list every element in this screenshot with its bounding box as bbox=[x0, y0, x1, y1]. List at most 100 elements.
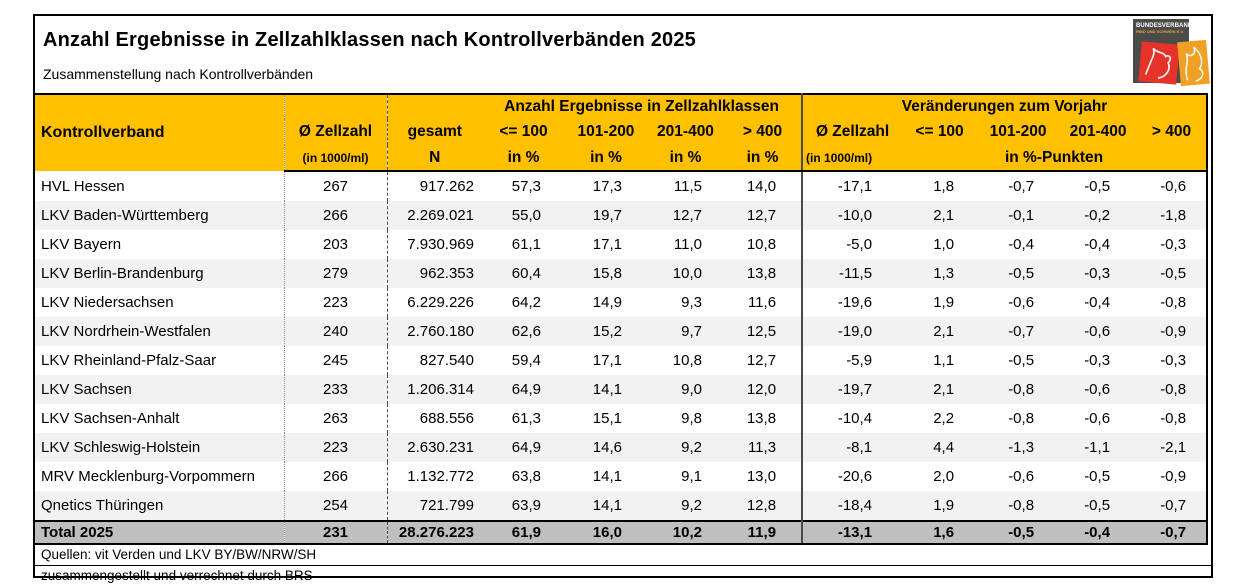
cell-chg-101-200: -0,6 bbox=[977, 462, 1060, 491]
cell-gt400: 12,7 bbox=[724, 346, 804, 375]
cell-chg-101-200: -0,8 bbox=[977, 375, 1060, 404]
cell-gesamt: 2.630.231 bbox=[387, 433, 482, 462]
cell-gt400: 12,0 bbox=[724, 375, 804, 404]
cell-chg-201-400: -0,6 bbox=[1059, 375, 1138, 404]
cell-chg-le100: 2,1 bbox=[902, 317, 978, 346]
table-row: LKV Baden-Württemberg 266 2.269.021 55,0 19,… bbox=[35, 201, 1208, 230]
cell-kontrollverband: MRV Mecklenburg-Vorpommern bbox=[35, 462, 285, 491]
cell-gesamt: 721.799 bbox=[387, 491, 482, 521]
cell-chg-gt400: -0,8 bbox=[1137, 288, 1208, 317]
cell-101-200: 15,2 bbox=[565, 317, 647, 346]
col-header-chg-gt400: > 400 bbox=[1137, 119, 1208, 145]
cell-zellzahl: 254 bbox=[284, 491, 388, 521]
cell-chg-201-400: -0,4 bbox=[1059, 520, 1138, 545]
cell-101-200: 14,6 bbox=[565, 433, 647, 462]
cell-le100: 63,8 bbox=[482, 462, 565, 491]
unit-in-pct: in % bbox=[565, 145, 647, 172]
cell-kontrollverband: LKV Baden-Württemberg bbox=[35, 201, 285, 230]
cell-zellzahl: 233 bbox=[284, 375, 388, 404]
unit-zellzahl: (in 1000/ml) bbox=[284, 145, 388, 172]
cell-chg-zellzahl: -13,1 bbox=[802, 520, 903, 545]
table-header: Kontrollverband Anzahl Ergebnisse in Zel… bbox=[35, 93, 1208, 172]
cell-le100: 64,9 bbox=[482, 433, 565, 462]
col-header-chg-le100: <= 100 bbox=[902, 119, 978, 145]
cell-kontrollverband: HVL Hessen bbox=[35, 171, 285, 201]
cell-gt400: 12,7 bbox=[724, 201, 804, 230]
cell-gt400: 12,5 bbox=[724, 317, 804, 346]
credit-note: zusammengestellt und verrechnet durch BR… bbox=[41, 568, 313, 583]
cell-chg-101-200: -0,8 bbox=[977, 491, 1060, 521]
cell-gt400: 12,8 bbox=[724, 491, 804, 521]
cell-chg-201-400: -0,4 bbox=[1059, 288, 1138, 317]
cell-chg-gt400: -0,7 bbox=[1137, 491, 1208, 521]
cell-le100: 64,2 bbox=[482, 288, 565, 317]
unit-chg-zellzahl: (in 1000/ml) bbox=[802, 145, 903, 172]
table-row: MRV Mecklenburg-Vorpommern 266 1.132.772 63… bbox=[35, 462, 1208, 491]
cell-kontrollverband: LKV Berlin-Brandenburg bbox=[35, 259, 285, 288]
cell-gt400: 14,0 bbox=[724, 171, 804, 201]
cell-chg-zellzahl: -19,0 bbox=[802, 317, 903, 346]
cell-gt400: 13,8 bbox=[724, 404, 804, 433]
cell-101-200: 14,1 bbox=[565, 375, 647, 404]
cell-zellzahl: 231 bbox=[284, 520, 388, 545]
cell-chg-le100: 1,9 bbox=[902, 288, 978, 317]
cell-chg-zellzahl: -11,5 bbox=[802, 259, 903, 288]
cell-chg-gt400: -0,9 bbox=[1137, 462, 1208, 491]
table-row: LKV Bayern 203 7.930.969 61,1 17,1 11,0 10,8 -5… bbox=[35, 230, 1208, 259]
cell-kontrollverband: LKV Niedersachsen bbox=[35, 288, 285, 317]
cell-zellzahl: 266 bbox=[284, 201, 388, 230]
header-spacer bbox=[387, 93, 482, 119]
table-row: Qnetics Thüringen 254 721.799 63,9 14,1 9,2 12… bbox=[35, 491, 1208, 521]
cell-le100: 59,4 bbox=[482, 346, 565, 375]
cell-kontrollverband: LKV Bayern bbox=[35, 230, 285, 259]
cell-zellzahl: 267 bbox=[284, 171, 388, 201]
cell-chg-101-200: -0,4 bbox=[977, 230, 1060, 259]
cell-gesamt: 688.556 bbox=[387, 404, 482, 433]
logo-line1: BUNDESVERBAND bbox=[1136, 23, 1193, 29]
col-header-chg-101-200: 101-200 bbox=[977, 119, 1060, 145]
cell-le100: 63,9 bbox=[482, 491, 565, 521]
cell-201-400: 11,5 bbox=[647, 171, 724, 201]
column-header-row: Ø Zellzahl gesamt <= 100 101-200 201-400… bbox=[35, 119, 1208, 145]
logo-pig-icon bbox=[1177, 39, 1210, 87]
table-body: HVL Hessen 267 917.262 57,3 17,3 11,5 14,0 -17,… bbox=[35, 171, 1208, 545]
results-table: Kontrollverband Anzahl Ergebnisse in Zel… bbox=[35, 93, 1209, 545]
unit-pct-points: in %-Punkten bbox=[902, 145, 1208, 172]
cell-le100: 62,6 bbox=[482, 317, 565, 346]
cell-chg-zellzahl: -19,7 bbox=[802, 375, 903, 404]
unit-gesamt-n: N bbox=[387, 145, 482, 172]
cell-chg-gt400: -2,1 bbox=[1137, 433, 1208, 462]
cell-gesamt: 28.276.223 bbox=[387, 520, 482, 545]
cell-chg-zellzahl: -10,4 bbox=[802, 404, 903, 433]
cell-zellzahl: 263 bbox=[284, 404, 388, 433]
cell-gt400: 11,6 bbox=[724, 288, 804, 317]
logo-cow-icon bbox=[1138, 41, 1180, 85]
cell-chg-201-400: -0,3 bbox=[1059, 346, 1138, 375]
cell-kontrollverband: Qnetics Thüringen bbox=[35, 491, 285, 521]
col-header-le100: <= 100 bbox=[482, 119, 565, 145]
cell-le100: 55,0 bbox=[482, 201, 565, 230]
col-header-gt400: > 400 bbox=[724, 119, 804, 145]
col-header-chg-zellzahl: Ø Zellzahl bbox=[802, 119, 903, 145]
cell-chg-201-400: -0,6 bbox=[1059, 317, 1138, 346]
total-row: Total 2025 231 28.276.223 61,9 16,0 10,2 11,9-… bbox=[35, 520, 1208, 545]
cell-chg-zellzahl: -17,1 bbox=[802, 171, 903, 201]
cell-chg-101-200: -0,7 bbox=[977, 171, 1060, 201]
cell-chg-zellzahl: -8,1 bbox=[802, 433, 903, 462]
cell-chg-201-400: -0,5 bbox=[1059, 491, 1138, 521]
cell-chg-101-200: -0,5 bbox=[977, 346, 1060, 375]
cell-le100: 64,9 bbox=[482, 375, 565, 404]
cell-101-200: 15,1 bbox=[565, 404, 647, 433]
table-row: LKV Rheinland-Pfalz-Saar 245 827.540 59,4 17… bbox=[35, 346, 1208, 375]
cell-chg-le100: 2,1 bbox=[902, 375, 978, 404]
cell-gesamt: 917.262 bbox=[387, 171, 482, 201]
cell-chg-gt400: -0,6 bbox=[1137, 171, 1208, 201]
cell-gt400: 10,8 bbox=[724, 230, 804, 259]
unit-in-pct: in % bbox=[647, 145, 724, 172]
table-row: LKV Nordrhein-Westfalen 240 2.760.180 62,6 1… bbox=[35, 317, 1208, 346]
cell-chg-101-200: -0,5 bbox=[977, 259, 1060, 288]
cell-chg-zellzahl: -18,4 bbox=[802, 491, 903, 521]
cell-kontrollverband: LKV Nordrhein-Westfalen bbox=[35, 317, 285, 346]
cell-le100: 60,4 bbox=[482, 259, 565, 288]
cell-chg-201-400: -1,1 bbox=[1059, 433, 1138, 462]
